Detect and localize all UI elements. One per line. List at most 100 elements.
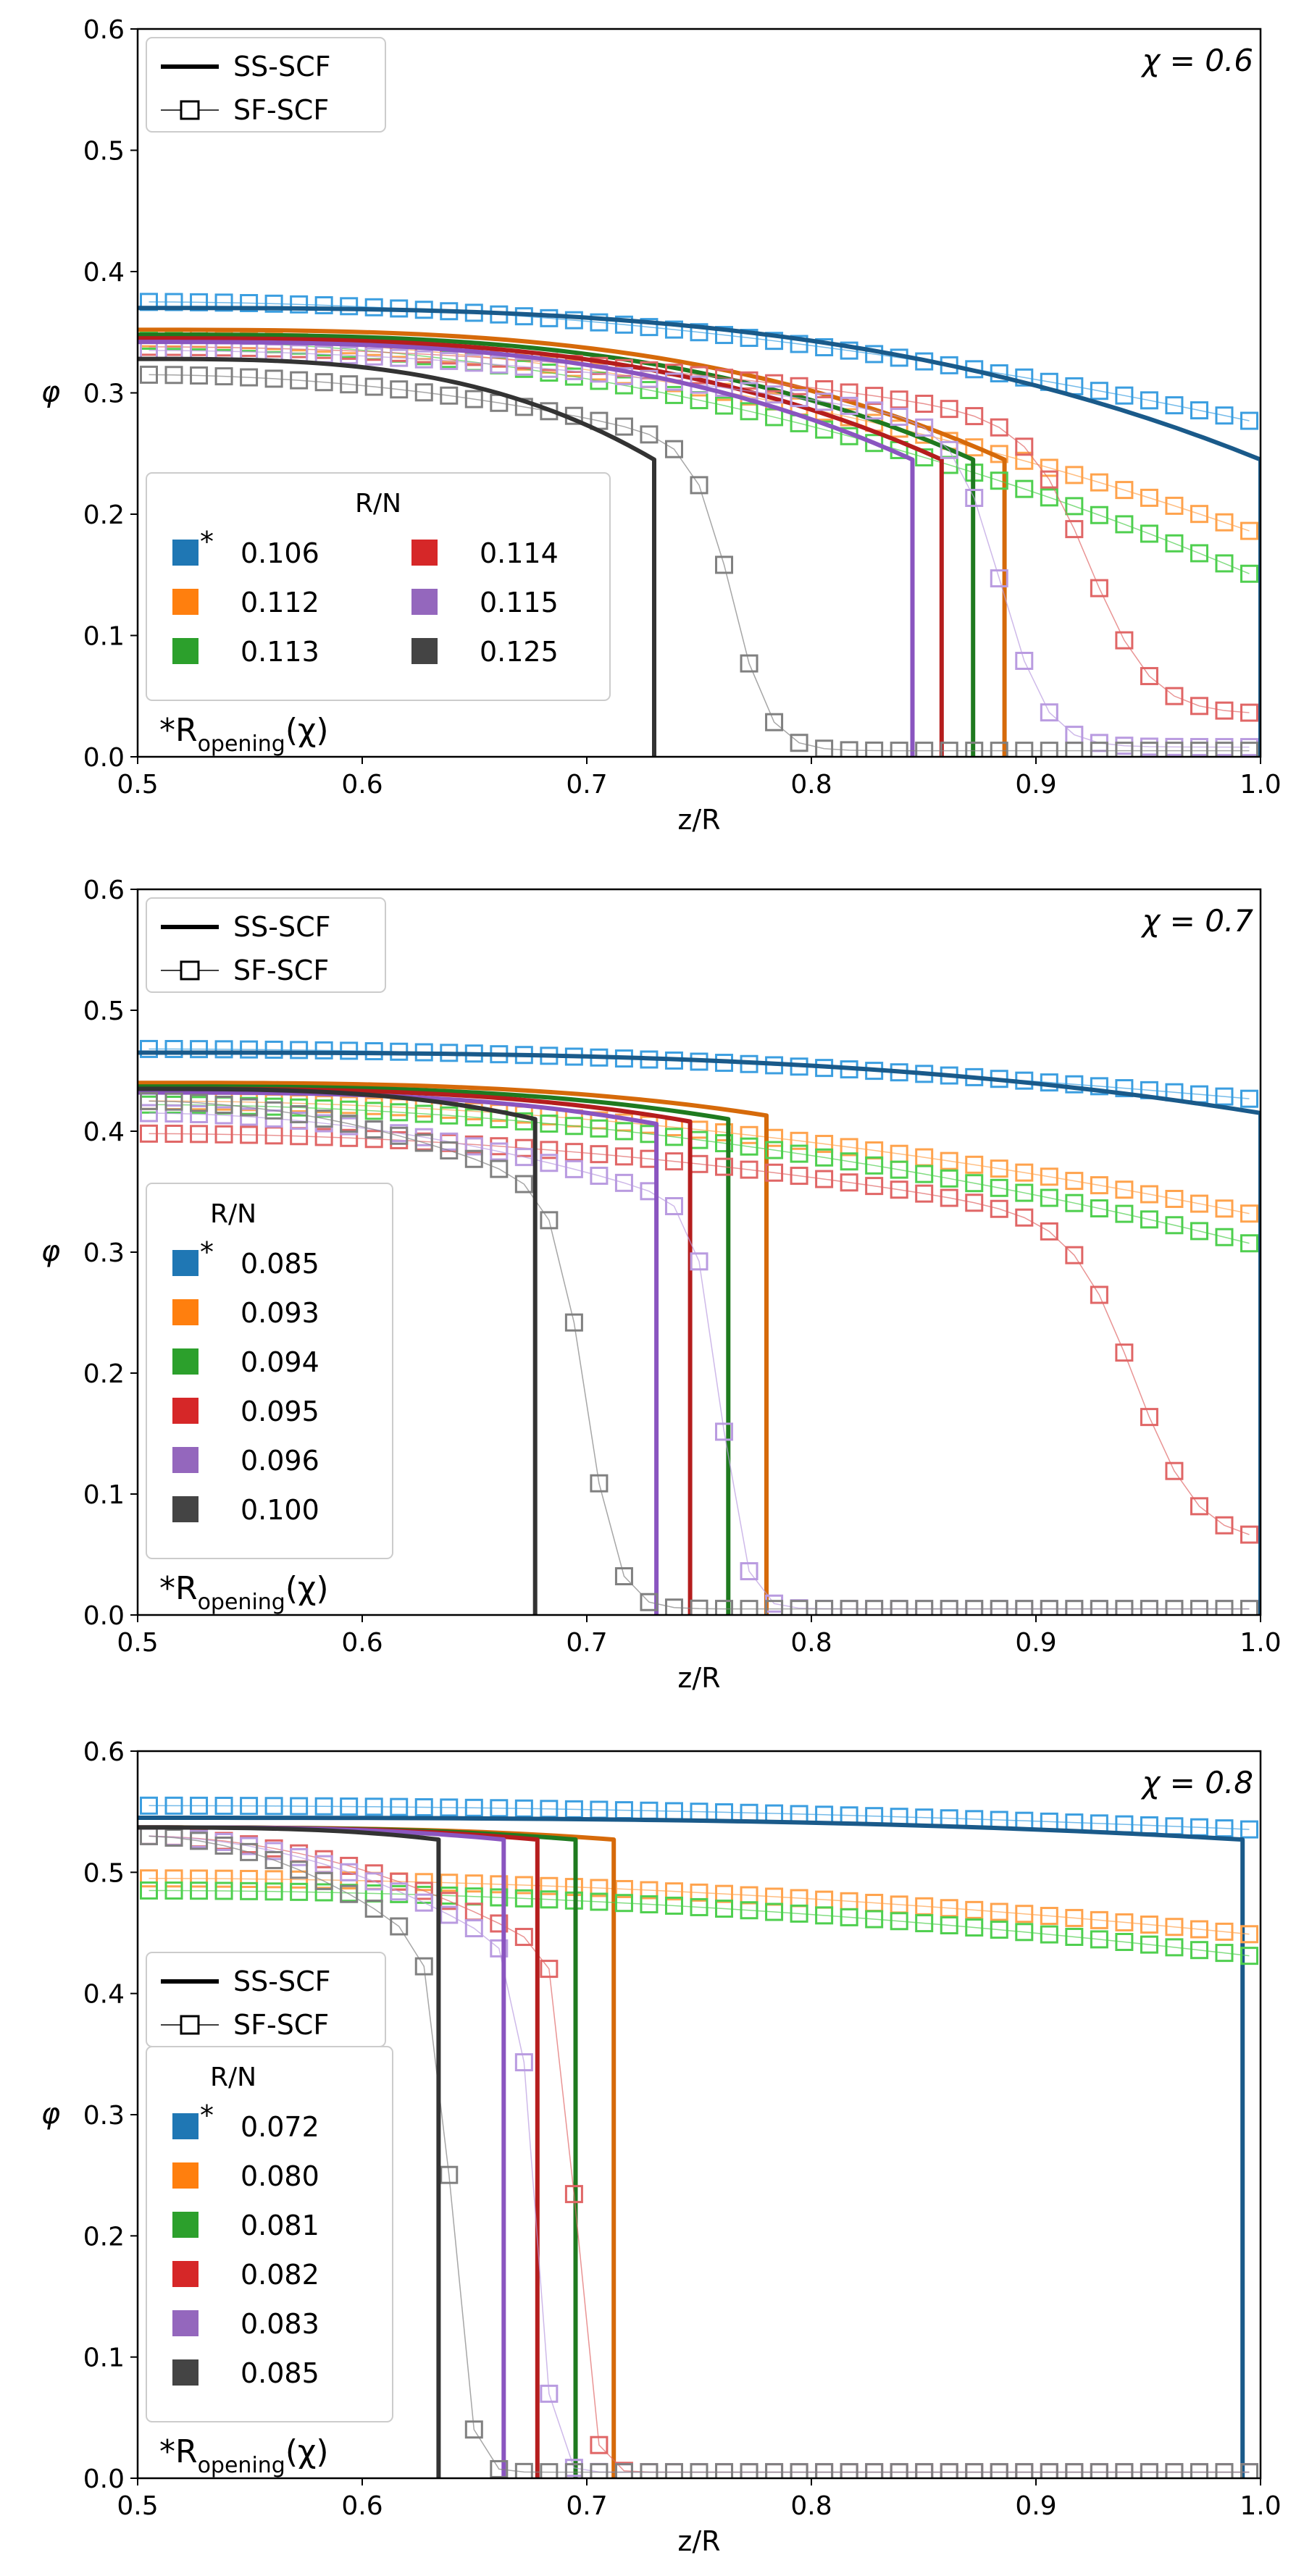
sf-scf-marker: [240, 368, 259, 387]
sf-scf-marker: [965, 2463, 984, 2478]
sf-scf-marker: [164, 1092, 183, 1111]
sf-scf-marker: [614, 1879, 633, 1898]
sf-scf-marker: [140, 1796, 158, 1815]
sf-scf-marker: [715, 1884, 734, 1903]
sf-scf-marker: [314, 295, 333, 314]
sf-scf-marker: [514, 1876, 533, 1895]
sf-scf-marker: [1115, 1343, 1134, 1362]
rn-legend-box: [146, 2046, 393, 2422]
rn-legend-swatch: [411, 589, 438, 615]
sf-scf-marker: [965, 1193, 984, 1212]
sf-scf-marker: [640, 318, 659, 337]
series-0-106: [138, 293, 1261, 757]
ss-scf-legend-label: SS-SCF: [233, 51, 330, 83]
sf-scf-marker: [1115, 1180, 1134, 1199]
sf-scf-marker: [590, 1474, 609, 1493]
sf-scf-marker: [1040, 703, 1058, 722]
sf-scf-marker: [240, 1098, 259, 1117]
sf-scf-marker: [190, 366, 209, 385]
sf-scf-marker: [840, 1173, 858, 1192]
sf-scf-marker: [690, 1252, 709, 1271]
sf-scf-marker: [590, 2463, 609, 2478]
sf-scf-marker: [940, 2463, 958, 2478]
sf-scf-marker: [815, 1148, 834, 1167]
sf-scf-marker: [464, 390, 483, 408]
sf-scf-marker: [664, 1598, 683, 1615]
style-legend-box: [146, 37, 386, 133]
sf-scf-marker: [1115, 1913, 1134, 1931]
series-0-085: [138, 1825, 1258, 2478]
sf-scf-marker: [490, 1799, 509, 1818]
sf-scf-marker: [940, 1169, 958, 1188]
rn-legend-label: 0.085: [241, 1248, 319, 1280]
sf-scf-marker: [564, 1159, 583, 1178]
sf-scf-marker: [1190, 544, 1208, 563]
ss-scf-line: [138, 332, 976, 757]
sf-scf-marker: [140, 365, 158, 384]
sf-scf-marker: [890, 1600, 908, 1615]
sf-scf-marker: [514, 1799, 533, 1818]
sf-scf-marker: [514, 1112, 533, 1130]
sf-scf-marker: [390, 380, 409, 399]
rn-legend-swatch: [172, 638, 198, 664]
sf-scf-marker: [915, 1600, 934, 1615]
sf-scf-marker: [140, 1104, 158, 1123]
sf-scf-marker: [965, 407, 984, 426]
sf-scf-marker: [1090, 1077, 1108, 1096]
sf-scf-marker: [865, 1600, 884, 1615]
sf-scf-marker: [815, 337, 834, 356]
rn-legend-label: 0.080: [241, 2160, 319, 2192]
sf-scf-marker: [640, 1895, 659, 1914]
sf-scf-marker: [1090, 1199, 1108, 1218]
sf-scf-marker: [715, 1600, 734, 1615]
sf-scf-marker: [1115, 631, 1134, 650]
sf-scf-marker: [1165, 1461, 1184, 1480]
sf-scf-marker: [840, 383, 858, 402]
sf-scf-marker: [915, 1165, 934, 1183]
sf-scf-marker: [1040, 1907, 1058, 1926]
sf-scf-marker: [1215, 1087, 1234, 1106]
ss-scf-line: [138, 327, 1007, 757]
sf-scf-marker: [715, 555, 734, 574]
rn-legend-label: 0.112: [241, 587, 319, 618]
sf-scf-marker: [1040, 2463, 1058, 2478]
sf-scf-marker: [1065, 1172, 1084, 1191]
sf-scf-marker: [240, 1797, 259, 1816]
sf-scf-marker: [440, 2165, 459, 2184]
x-tick-label: 0.6: [341, 770, 383, 800]
sf-scf-marker: [514, 1148, 533, 1167]
sf-scf-marker: [364, 1130, 383, 1149]
sf-scf-marker: [564, 1143, 583, 1162]
sf-scf-marker: [790, 377, 808, 395]
sf-scf-marker: [614, 1122, 633, 1141]
sf-scf-marker: [915, 2463, 934, 2478]
plot-area: [138, 1796, 1258, 2478]
sf-scf-marker: [314, 1109, 333, 1128]
sf-scf-marker: [1165, 1189, 1184, 1208]
rn-legend-label: 0.094: [241, 1346, 319, 1378]
y-tick-label: 0.6: [83, 1737, 125, 1767]
sf-scf-marker: [1165, 742, 1184, 757]
sf-scf-marker: [564, 2463, 583, 2478]
sf-scf-legend-label: SF-SCF: [233, 94, 329, 126]
sf-scf-marker: [1140, 2463, 1158, 2478]
sf-scf-marker: [1015, 1600, 1034, 1615]
sf-scf-marker: [890, 390, 908, 409]
x-tick-label: 0.6: [341, 2491, 383, 2521]
sf-scf-marker: [1240, 1089, 1258, 1108]
sf-scf-marker: [440, 1874, 459, 1892]
sf-scf-marker: [540, 1876, 559, 1895]
sf-scf-marker: [364, 1899, 383, 1918]
sf-scf-marker: [640, 1881, 659, 1900]
sf-scf-marker: [915, 742, 934, 757]
sf-scf-marker: [1215, 701, 1234, 720]
sf-scf-marker: [290, 1882, 309, 1901]
y-axis-label: φ: [41, 376, 60, 409]
sf-scf-marker: [865, 434, 884, 453]
sf-scf-marker: [1015, 1923, 1034, 1942]
sf-scf-marker: [965, 1918, 984, 1937]
sf-scf-marker: [740, 1160, 758, 1179]
y-tick-label: 0.2: [83, 500, 125, 530]
sf-scf-marker: [364, 347, 383, 366]
sf-scf-marker: [790, 389, 808, 408]
